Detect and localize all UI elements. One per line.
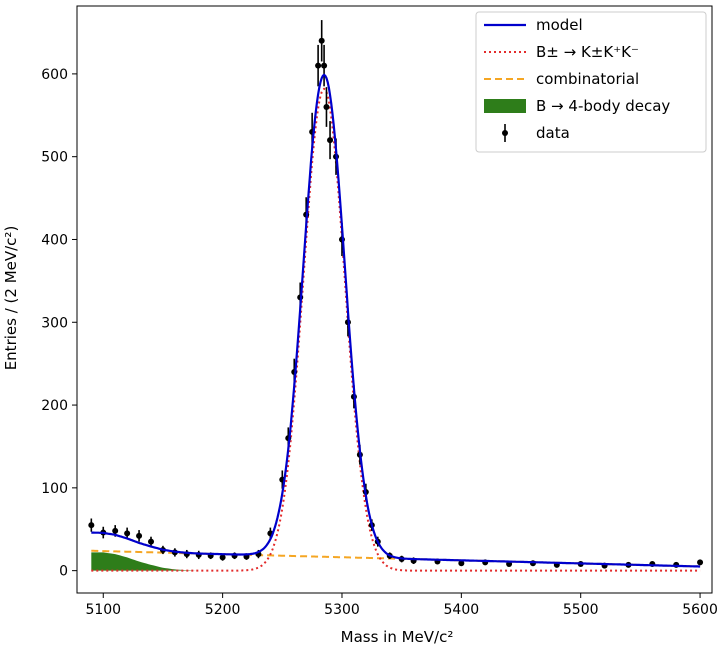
y-tick-label: 400 xyxy=(41,232,68,248)
legend-label: B± → K±K⁺K⁻ xyxy=(536,43,639,61)
y-tick-label: 200 xyxy=(41,398,68,414)
x-tick-label: 5600 xyxy=(682,602,718,618)
plot-frame xyxy=(76,5,713,594)
legend-box xyxy=(475,11,707,153)
data-point xyxy=(321,62,328,69)
data-point xyxy=(323,104,330,111)
data-point xyxy=(136,532,143,539)
four-body-area xyxy=(91,552,701,571)
plot-layer xyxy=(88,20,704,572)
signal-curve xyxy=(91,87,701,572)
x-tick-label: 5300 xyxy=(324,602,360,618)
legend-four-body-swatch xyxy=(484,99,526,113)
legend-label: B → 4-body decay xyxy=(536,97,670,115)
y-tick-label: 300 xyxy=(41,315,68,331)
legend: model B± → K±K⁺K⁻ combinatorial B → 4-body … xyxy=(475,11,707,153)
legend-label: combinatorial xyxy=(536,70,639,88)
axes-layer: 5100 5200 5300 5400 5500 5600 0 100 200 300 400 500… xyxy=(41,5,718,618)
data-point xyxy=(148,538,155,545)
y-tick-label: 0 xyxy=(59,564,68,580)
legend-label: model xyxy=(536,16,583,34)
data-point xyxy=(219,554,226,561)
legend-label: data xyxy=(536,124,570,142)
data-point xyxy=(315,62,322,69)
x-tick-label: 5100 xyxy=(85,602,121,618)
y-axis-label: Entries / (2 MeV/c²) xyxy=(2,226,20,371)
x-tick-label: 5400 xyxy=(444,602,480,618)
x-tick-label: 5500 xyxy=(563,602,599,618)
x-axis-label: Mass in MeV/c² xyxy=(341,628,454,646)
y-tick-label: 100 xyxy=(41,481,68,497)
data-point xyxy=(124,530,131,537)
data-point xyxy=(112,527,119,534)
data-point xyxy=(88,522,95,529)
data-point xyxy=(327,137,334,144)
data-point xyxy=(458,560,465,567)
legend-data-marker xyxy=(502,130,508,136)
data-point xyxy=(318,37,325,44)
x-tick-label: 5200 xyxy=(205,602,241,618)
y-tick-label: 500 xyxy=(41,150,68,166)
model-curve xyxy=(91,73,701,568)
y-tick-label: 600 xyxy=(41,67,68,83)
data-point xyxy=(697,559,704,566)
